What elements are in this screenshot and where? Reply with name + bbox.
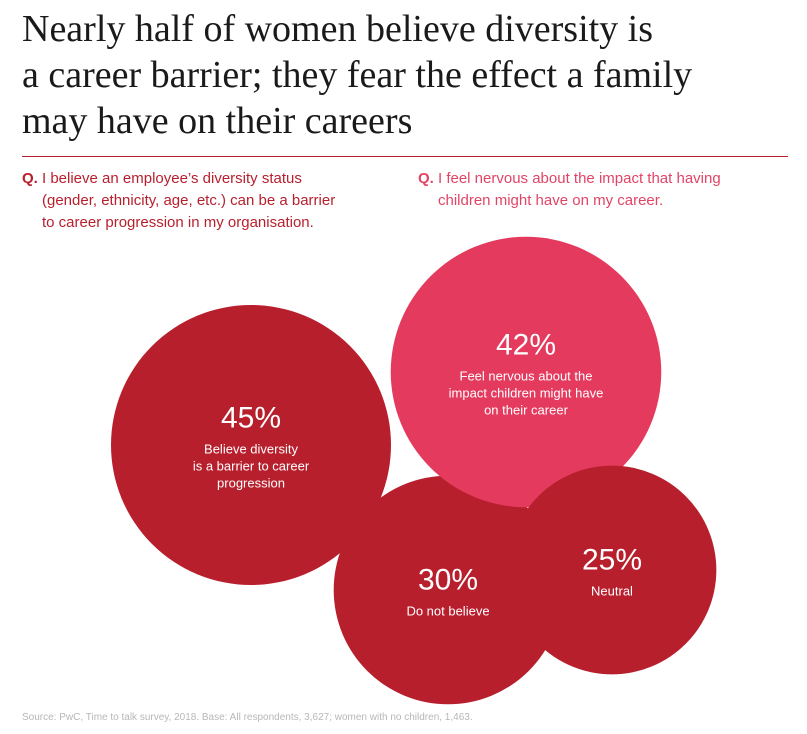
bubble-value-label: 42% <box>496 329 556 362</box>
source-note: Source: PwC, Time to talk survey, 2018. … <box>22 712 473 723</box>
question-marker: Q. <box>418 170 434 187</box>
bubble-diversity-45: 45% Believe diversity is a barrier to care… <box>111 305 391 585</box>
bubble-value-label: 25% <box>582 544 642 577</box>
bubble-description: progression <box>217 476 285 491</box>
bubble-description: Believe diversity <box>204 442 298 457</box>
question-marker: Q. <box>22 170 38 187</box>
question-line: I feel nervous about the impact that hav… <box>438 170 721 187</box>
bubble-description: Neutral <box>591 584 633 599</box>
bubble-description: Do not believe <box>406 604 489 619</box>
question-line: children might have on my career. <box>438 192 664 209</box>
bubble-diversity-30: 30% Do not believe <box>333 475 563 705</box>
question-line: I believe an employee’s diversity status <box>42 170 302 187</box>
bubble-circle <box>390 236 662 508</box>
bubble-circle <box>333 475 563 705</box>
question-line: (gender, ethnicity, age, etc.) can be a … <box>42 192 336 209</box>
bubble-description: impact children might have <box>449 386 604 401</box>
question-diversity: Q. I believe an employee’s diversity sta… <box>22 168 392 234</box>
bubble-description: is a barrier to career <box>193 459 310 474</box>
bubble-value-label: 45% <box>221 402 281 435</box>
question-line: to career progression in my organisation… <box>42 214 314 231</box>
bubble-circle <box>111 305 391 585</box>
title-line: Nearly half of women believe diversity i… <box>22 8 654 50</box>
bubble-description: on their career <box>484 403 568 418</box>
bubble-value-label: 30% <box>418 564 478 597</box>
title-divider <box>22 156 788 157</box>
title-line: a career barrier; they fear the effect a… <box>22 54 693 96</box>
bubble-children-42: 42% Feel nervous about the impact children… <box>390 236 662 508</box>
question-children: Q. I feel nervous about the impact that … <box>418 168 788 212</box>
title-line: may have on their careers <box>22 100 413 142</box>
bubble-circle <box>507 465 717 675</box>
chart-title: Nearly half of women believe diversity i… <box>22 6 792 144</box>
bubble-description: Feel nervous about the <box>460 369 593 384</box>
bubble-children-25: 25% Neutral <box>507 465 717 675</box>
